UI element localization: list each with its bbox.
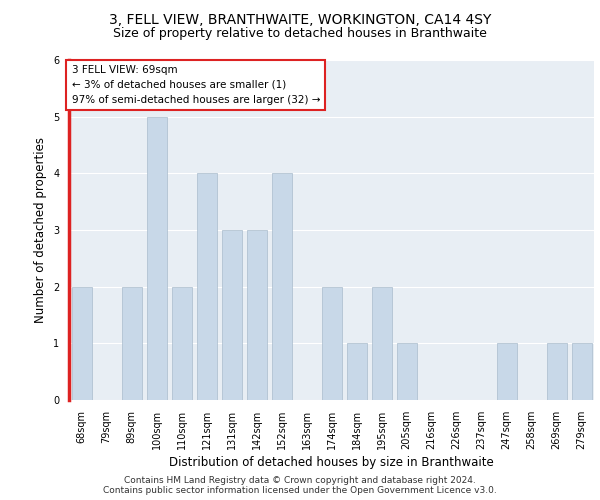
- Bar: [197, 174, 217, 400]
- Bar: [271, 174, 292, 400]
- X-axis label: Distribution of detached houses by size in Branthwaite: Distribution of detached houses by size …: [169, 456, 494, 469]
- Bar: [371, 286, 392, 400]
- Text: Size of property relative to detached houses in Branthwaite: Size of property relative to detached ho…: [113, 28, 487, 40]
- Bar: [322, 286, 341, 400]
- Text: 3, FELL VIEW, BRANTHWAITE, WORKINGTON, CA14 4SY: 3, FELL VIEW, BRANTHWAITE, WORKINGTON, C…: [109, 12, 491, 26]
- Bar: [172, 286, 191, 400]
- Bar: [146, 116, 167, 400]
- Bar: [347, 344, 367, 400]
- Bar: [547, 344, 566, 400]
- Bar: [221, 230, 241, 400]
- Bar: [397, 344, 416, 400]
- Bar: [571, 344, 592, 400]
- Bar: [71, 286, 91, 400]
- Y-axis label: Number of detached properties: Number of detached properties: [34, 137, 47, 323]
- Bar: [497, 344, 517, 400]
- Bar: [247, 230, 266, 400]
- Text: Contains public sector information licensed under the Open Government Licence v3: Contains public sector information licen…: [103, 486, 497, 495]
- Bar: [121, 286, 142, 400]
- Text: 3 FELL VIEW: 69sqm
← 3% of detached houses are smaller (1)
97% of semi-detached : 3 FELL VIEW: 69sqm ← 3% of detached hous…: [71, 65, 320, 104]
- Text: Contains HM Land Registry data © Crown copyright and database right 2024.: Contains HM Land Registry data © Crown c…: [124, 476, 476, 485]
